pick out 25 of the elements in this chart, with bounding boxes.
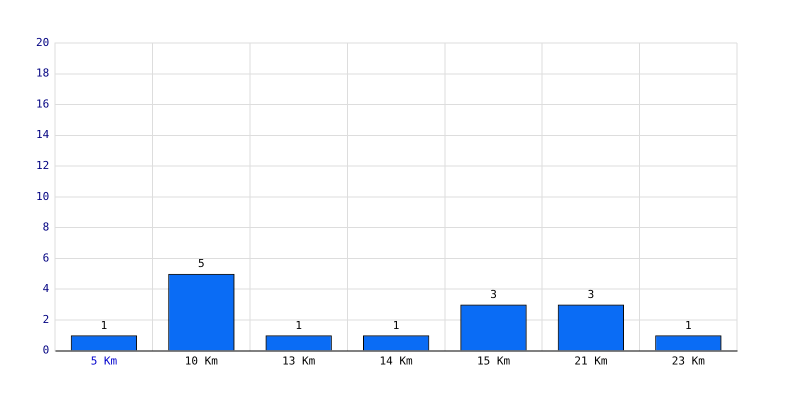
y-tick-label: 4 <box>42 282 50 296</box>
x-tick-label: 14 Km <box>380 354 414 368</box>
y-tick-label: 14 <box>36 128 50 142</box>
y-tick-label: 6 <box>42 251 50 264</box>
data-label: 3 <box>490 288 497 301</box>
data-label: 5 <box>198 257 205 270</box>
y-tick-label: 20 <box>36 36 50 49</box>
x-tick-label: 15 Km <box>476 354 510 368</box>
y-tick-label: 16 <box>36 97 50 110</box>
x-tick-label: 5 Km <box>90 354 118 368</box>
data-label: 3 <box>588 288 594 301</box>
data-label: 1 <box>684 318 692 332</box>
data-label: 1 <box>392 318 400 332</box>
y-tick-label: 12 <box>36 158 50 172</box>
y-tick-label: 8 <box>42 220 50 234</box>
y-tick-label: 10 <box>36 190 50 203</box>
y-tick-label: 18 <box>36 66 50 80</box>
x-tick-label: 10 Km <box>184 354 218 368</box>
x-tick-label: 23 Km <box>672 354 706 368</box>
x-tick-label: 13 Km <box>282 354 316 368</box>
data-label: 1 <box>295 318 302 332</box>
data-label: 1 <box>100 318 108 332</box>
x-tick-label: 21 Km <box>574 354 608 368</box>
y-tick-label: 0 <box>42 344 50 357</box>
y-tick-label: 2 <box>42 312 50 326</box>
